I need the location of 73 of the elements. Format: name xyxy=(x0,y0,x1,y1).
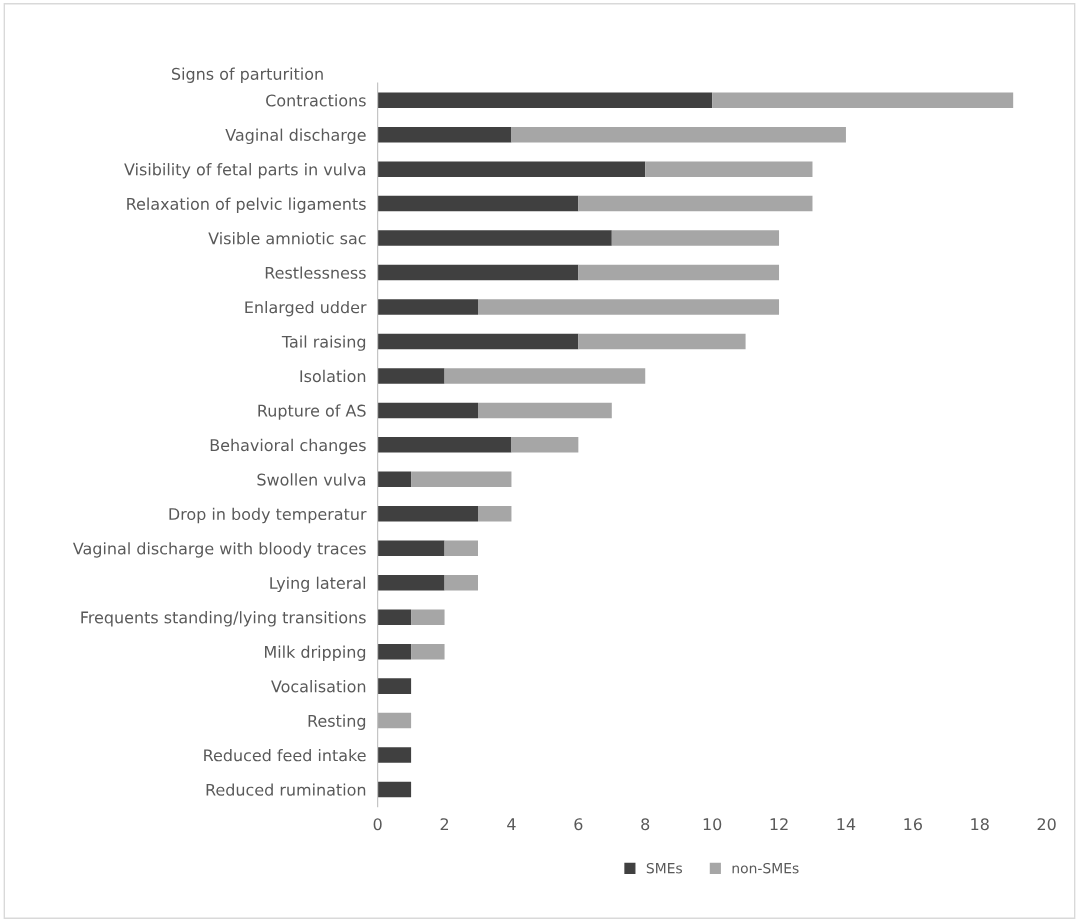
bar xyxy=(377,299,478,315)
x-tick-label: 6 xyxy=(574,818,583,831)
bar xyxy=(377,368,445,384)
bar xyxy=(712,92,1014,108)
bar xyxy=(377,540,445,557)
bar xyxy=(578,195,813,212)
bar xyxy=(377,471,412,488)
y-tick-label: Restlessness xyxy=(265,266,366,279)
y-tick-label: Lying lateral xyxy=(270,576,366,593)
y-tick-label: Swollen vulva xyxy=(257,473,366,486)
y-tick-label: Vaginal discharge with bloody traces xyxy=(72,542,366,558)
bar xyxy=(511,126,846,143)
bar xyxy=(377,574,445,591)
bar xyxy=(377,712,412,729)
bar xyxy=(377,643,412,660)
bar xyxy=(478,299,780,315)
legend-label: SMEs xyxy=(646,862,683,874)
bar xyxy=(377,506,478,522)
y-tick-label: Reduced feed intake xyxy=(204,748,366,762)
bar xyxy=(377,264,579,281)
bar xyxy=(478,506,512,522)
y-tick-label: Tail raising xyxy=(281,335,366,351)
bar xyxy=(411,643,445,660)
y-tick-label: Vocalisation xyxy=(271,680,366,693)
bar xyxy=(377,333,579,350)
x-tick-label: 14 xyxy=(837,818,856,830)
x-tick-label: 20 xyxy=(1037,818,1056,831)
bar xyxy=(377,609,412,625)
y-tick-label: Resting xyxy=(308,714,366,730)
bar xyxy=(478,402,612,419)
bar xyxy=(578,264,780,281)
y-tick-label: Relaxation of pelvic ligaments xyxy=(127,197,366,213)
bar xyxy=(377,437,512,453)
y-tick-label: Vaginal discharge xyxy=(225,128,366,145)
bar xyxy=(377,747,412,763)
x-tick-label: 2 xyxy=(440,818,449,830)
bar xyxy=(377,92,713,108)
x-tick-label: 16 xyxy=(904,818,922,831)
y-tick-label: Reduced rumination xyxy=(206,783,366,796)
x-tick-label: 4 xyxy=(507,818,516,830)
bar xyxy=(377,126,512,143)
bar xyxy=(377,781,412,798)
y-tick-label: Milk dripping xyxy=(265,645,366,662)
bar xyxy=(444,540,478,557)
y-tick-label: Behavioral changes xyxy=(210,438,366,455)
bar xyxy=(444,574,478,591)
y-tick-label: Isolation xyxy=(300,369,366,383)
bar xyxy=(645,161,813,177)
y-tick-label: Contractions xyxy=(266,94,366,107)
x-tick-label: 8 xyxy=(641,818,650,831)
y-tick-label: Enlarged udder xyxy=(245,300,367,317)
y-tick-label: Visible amniotic sac xyxy=(208,232,366,245)
y-axis-title: Signs of parturition xyxy=(172,67,323,83)
legend-label: non-SMEs xyxy=(732,862,799,874)
y-tick-label: Rupture of AS xyxy=(258,404,366,420)
bar xyxy=(377,678,412,694)
y-tick-label: Visibility of fetal parts in vulva xyxy=(124,163,366,179)
bar xyxy=(511,437,579,453)
bar xyxy=(578,333,746,350)
y-tick-label: Frequents standing/lying transitions xyxy=(81,611,366,627)
bar xyxy=(377,402,478,419)
y-tick-label: Drop in body temperatur xyxy=(169,507,367,524)
bar xyxy=(377,230,612,246)
bar xyxy=(411,471,512,488)
x-tick-label: 10 xyxy=(703,818,722,831)
x-tick-label: 18 xyxy=(971,818,989,831)
bar xyxy=(411,609,445,625)
bar xyxy=(377,195,579,212)
x-tick-label: 12 xyxy=(770,818,788,830)
x-tick-label: 0 xyxy=(373,818,382,831)
bar xyxy=(444,368,646,384)
bar xyxy=(611,230,780,246)
bar xyxy=(377,161,646,177)
